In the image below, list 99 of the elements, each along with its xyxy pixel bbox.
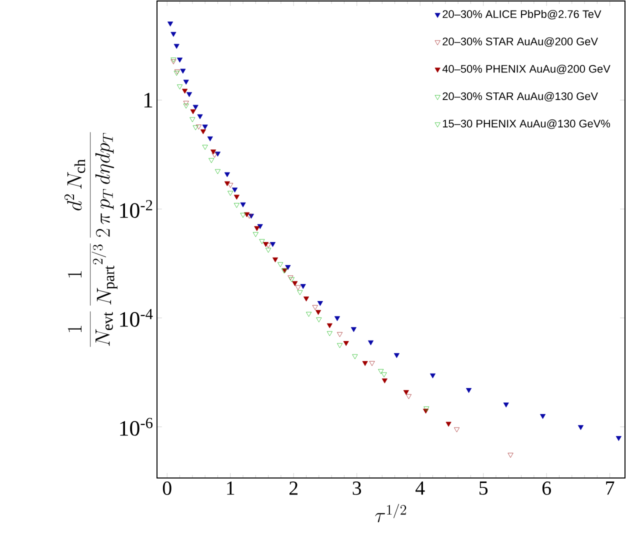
point [180, 68, 186, 74]
point [214, 169, 221, 174]
point [317, 301, 323, 306]
legend-label: 40–50% PHENIX AuAu@200 GeV [442, 64, 610, 74]
point [192, 125, 198, 130]
point [424, 406, 430, 412]
point [382, 378, 388, 384]
point [300, 284, 306, 289]
y-tick-label: 1 [144, 92, 152, 108]
point [303, 296, 310, 302]
point [381, 372, 387, 378]
point [200, 129, 206, 134]
point [176, 58, 183, 63]
point [176, 84, 183, 90]
point [368, 340, 374, 346]
point [190, 109, 196, 114]
x-tick-label: 3 [352, 482, 362, 495]
point [240, 212, 246, 218]
point [616, 436, 622, 441]
point [312, 305, 318, 310]
point [295, 285, 301, 290]
point [316, 317, 322, 322]
point [278, 262, 284, 268]
y-tick-label: 10$^{-4}$ [120, 309, 153, 327]
point [306, 312, 312, 317]
legend-label: 20–30% ALICE PbPb@2.76 TeV [442, 10, 602, 20]
x-axis-title: $\tau^{1/2}$ [375, 504, 406, 522]
point [350, 327, 356, 332]
point [224, 172, 230, 178]
point [208, 158, 214, 164]
x-tick-label: 1 [227, 482, 234, 495]
point [430, 373, 436, 378]
x-tick-label: 0 [162, 482, 172, 495]
point [183, 104, 189, 109]
point [186, 92, 192, 98]
point [292, 281, 298, 286]
x-tick-label: 2 [290, 482, 298, 495]
y-axis-title: $\frac{1}{N_{\mathrm{evt}}}\,\frac{1}{{N_{\mathrm{part}}}^{2/3}}\,\frac{d^2\,N_{\mathrm{ch}}}{2\,\pi\, p_T\, d\eta dp_T}$ [64, 132, 118, 347]
point [170, 32, 176, 37]
point [326, 323, 332, 328]
point [210, 150, 216, 154]
point [197, 114, 203, 120]
point [240, 202, 246, 208]
legend-label: 15–30 PHENIX AuAu@130 GeV% [442, 119, 610, 129]
point [174, 44, 180, 49]
x-tick-label: 7 [606, 482, 614, 495]
point [315, 310, 322, 315]
point [190, 117, 196, 122]
point [252, 232, 258, 238]
point [262, 242, 269, 247]
point [182, 88, 188, 94]
x-tick-label: 5 [480, 482, 488, 495]
point [336, 343, 343, 348]
y-tick-label: 10$^{-2}$ [120, 200, 152, 218]
point [540, 414, 546, 419]
point [403, 390, 409, 395]
point [406, 394, 412, 400]
x-tick-label: 4 [416, 482, 425, 495]
point [378, 369, 384, 374]
point [326, 331, 332, 336]
point [272, 257, 278, 262]
point [266, 248, 272, 253]
point [207, 136, 213, 142]
point [192, 104, 198, 110]
point [228, 190, 234, 196]
point [362, 361, 368, 366]
point [234, 203, 240, 208]
point [167, 22, 174, 26]
point [394, 353, 400, 358]
point [196, 124, 202, 130]
point [334, 316, 340, 322]
point [228, 182, 234, 188]
point [285, 265, 291, 270]
point [369, 361, 375, 366]
legend-label: 20–30% STAR AuAu@200 GeV [442, 37, 598, 47]
point [183, 100, 189, 106]
point [454, 427, 460, 432]
point [183, 80, 189, 85]
point [202, 144, 208, 150]
legend-label: 20–30% STAR AuAu@130 GeV [442, 92, 598, 102]
point [212, 152, 218, 158]
point [232, 188, 238, 192]
point [446, 422, 452, 427]
point [234, 194, 240, 200]
y-tick-label: 10$^{-6}$ [120, 418, 153, 436]
point [503, 402, 509, 408]
point [259, 239, 265, 244]
point [343, 341, 349, 346]
point [297, 290, 303, 296]
point [224, 181, 230, 186]
point [352, 354, 358, 360]
x-tick-label: 6 [542, 482, 551, 495]
point [202, 124, 208, 130]
point [508, 452, 514, 458]
point [578, 425, 584, 430]
point [254, 226, 260, 232]
point [466, 388, 472, 393]
point [336, 332, 343, 338]
point [270, 242, 276, 247]
